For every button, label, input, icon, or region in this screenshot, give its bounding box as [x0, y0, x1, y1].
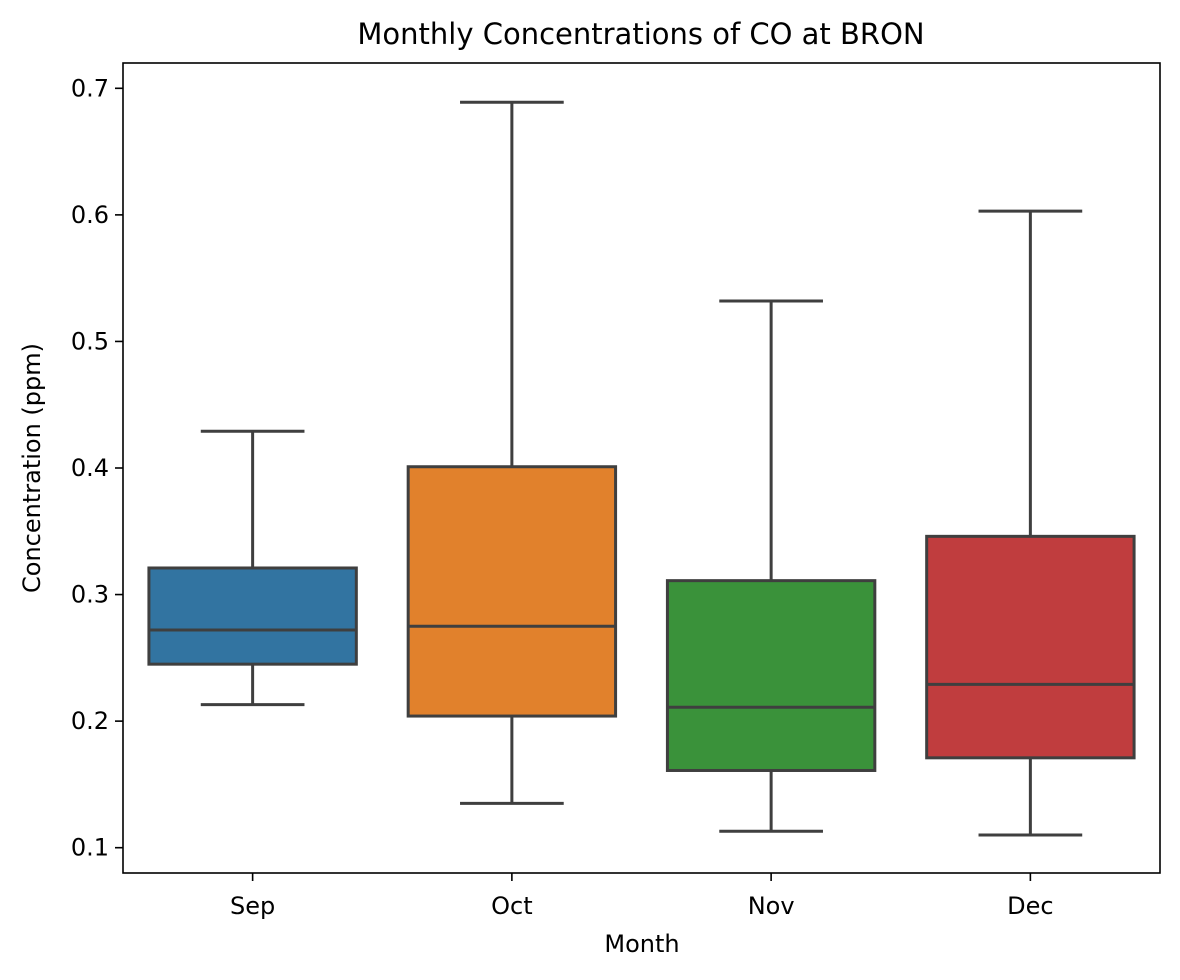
- y-tick-label: 0.6: [71, 201, 109, 229]
- y-tick-label: 0.5: [71, 327, 109, 355]
- iqr-box: [406, 465, 618, 718]
- x-tick-label: Nov: [748, 892, 795, 920]
- chart-title: Monthly Concentrations of CO at BRON: [357, 17, 924, 51]
- y-tick-label: 0.2: [71, 707, 109, 735]
- iqr-box: [925, 534, 1136, 760]
- plot-area: [122, 62, 1161, 874]
- x-tick-label: Oct: [491, 892, 533, 920]
- x-axis: Sep Oct Nov Dec: [230, 873, 1054, 920]
- box-sep: [147, 429, 358, 707]
- x-tick-label: Sep: [230, 892, 275, 920]
- iqr-box: [147, 566, 358, 666]
- iqr-box: [665, 579, 877, 772]
- box-oct: [406, 100, 618, 805]
- y-tick-label: 0.7: [71, 74, 109, 102]
- x-axis-label: Month: [604, 930, 679, 958]
- y-tick-label: 0.3: [71, 581, 109, 609]
- y-tick-label: 0.1: [71, 834, 109, 862]
- box-dec: [925, 209, 1136, 837]
- y-axis: 0.1 0.2 0.3 0.4 0.5 0.6 0.7: [71, 74, 123, 862]
- box-nov: [665, 299, 877, 833]
- y-axis-label: Concentration (ppm): [18, 343, 46, 593]
- y-tick-label: 0.4: [71, 454, 109, 482]
- x-tick-label: Dec: [1007, 892, 1053, 920]
